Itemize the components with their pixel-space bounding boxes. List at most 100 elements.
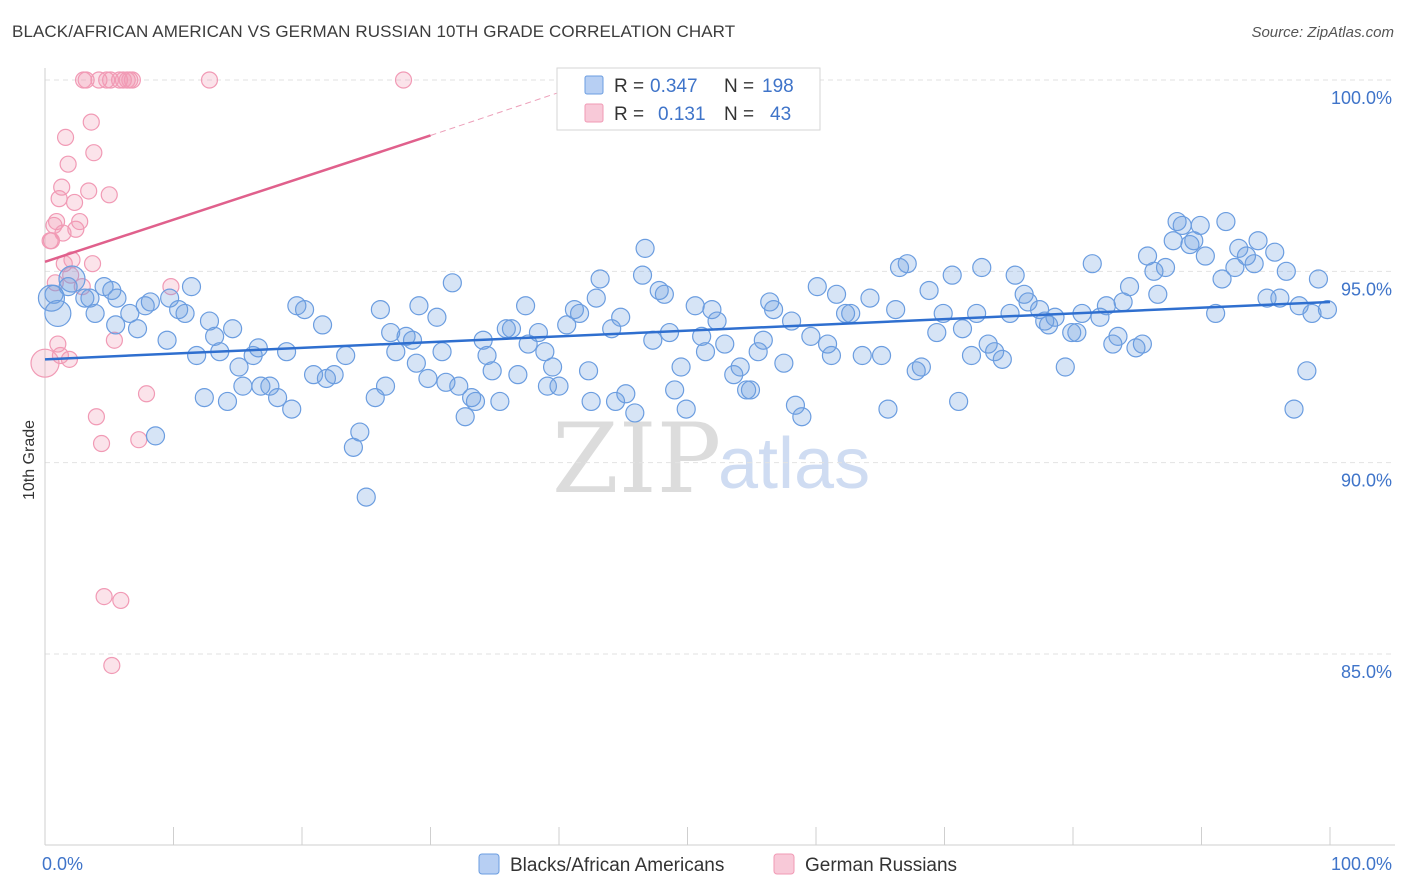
blacks-point [145,426,166,446]
blacks-point [350,422,370,442]
blacks-point [949,391,969,412]
legend-label-blacks: Blacks/African Americans [510,855,724,876]
blacks-point [978,334,998,354]
german-russians-point [130,431,148,449]
blacks-point [418,368,438,389]
blacks-point [462,388,482,408]
blacks-point [1317,300,1338,320]
blacks-point [107,288,127,308]
german-russians-point [82,113,100,131]
blacks-point [537,376,558,396]
blacks-point [386,342,406,362]
blacks-point [1248,231,1268,251]
blacks-point [715,334,735,354]
blacks-point [375,376,396,396]
german-russians-point [65,193,84,212]
blacks-point [807,277,827,297]
blacks-point [427,307,447,327]
stats-r-value-1: 0.347 [650,76,698,97]
blacks-point [303,365,324,385]
chart-title: BLACK/AFRICAN AMERICAN VS GERMAN RUSSIAN… [12,22,736,41]
blacks-point [1308,269,1329,289]
blacks-point [217,391,238,412]
blacks-point [1132,334,1152,354]
blacks-point [1062,322,1082,343]
german-russians-point [112,591,130,610]
blacks-point [792,407,812,427]
german-russians-trend-line [44,134,431,263]
blacks-point [643,330,663,350]
stats-swatch-blue [584,75,604,95]
blacks-point [248,338,268,358]
german-russians-point [92,434,111,453]
blacks-point [1297,361,1317,381]
blacks-point [85,303,105,324]
stats-n-label-2: N = [724,104,754,125]
blacks-point [569,303,590,324]
german-russians-point [87,408,106,426]
blacks-point [449,376,469,396]
blacks-point [590,269,610,289]
blacks-point [702,300,722,320]
german-russians-point [105,331,123,349]
blacks-point [897,254,917,274]
blacks-point [665,380,685,400]
blacks-points [37,211,1338,507]
blacks-point [1302,303,1322,324]
blacks-point [1067,322,1087,343]
blacks-point [1000,303,1020,324]
german-russians-point [85,144,103,162]
blacks-point [205,326,225,346]
blacks-point [528,322,549,343]
blacks-point [972,257,992,278]
y-tick-label: 95.0% [1341,279,1392,299]
blacks-point [508,365,528,385]
blacks-point [763,300,784,320]
blacks-point [1167,211,1187,232]
blacks-point [490,391,510,412]
blacks-point [194,388,214,408]
blacks-point [1172,215,1192,236]
source-label: Source: ZipAtlas.com [1251,24,1394,41]
german-russians-point [114,71,132,89]
blacks-point [748,342,768,362]
blacks-point [1180,234,1200,255]
legend-swatch-blacks [478,853,500,875]
blacks-point [871,345,892,366]
blacks-point [581,391,601,412]
blacks-point [1018,292,1038,312]
blacks-point [878,399,898,419]
blacks-point [276,342,297,362]
blacks-point [223,319,243,339]
german-russians-point [101,71,120,89]
blacks-point [233,376,253,396]
blacks-point [635,238,655,258]
blacks-point [1005,265,1025,285]
blacks-point [685,296,705,316]
blacks-point [671,357,691,377]
blacks-point [967,303,987,324]
blacks-point [1108,326,1128,346]
german-russians-point [100,186,118,204]
blacks-point [817,334,838,354]
blacks-point [44,299,72,328]
y-axis-title: 10th Grade [21,420,38,500]
blacks-point [586,288,606,308]
stats-swatch-pink [584,103,604,123]
blacks-point [852,345,872,366]
blacks-point [1270,288,1290,308]
stats-r-label-1: R = [614,76,644,97]
blacks-point [120,303,140,324]
german-russians-point [200,71,219,89]
blacks-point [58,277,78,297]
blacks-point [106,315,126,335]
blacks-point [785,395,806,415]
blacks-point [1244,254,1264,274]
stats-n-value-2: 43 [770,104,791,125]
blacks-point [381,322,401,343]
blacks-point [911,357,931,377]
blacks-point [436,372,456,392]
blacks-point [1236,246,1257,266]
blacks-point [80,288,100,308]
